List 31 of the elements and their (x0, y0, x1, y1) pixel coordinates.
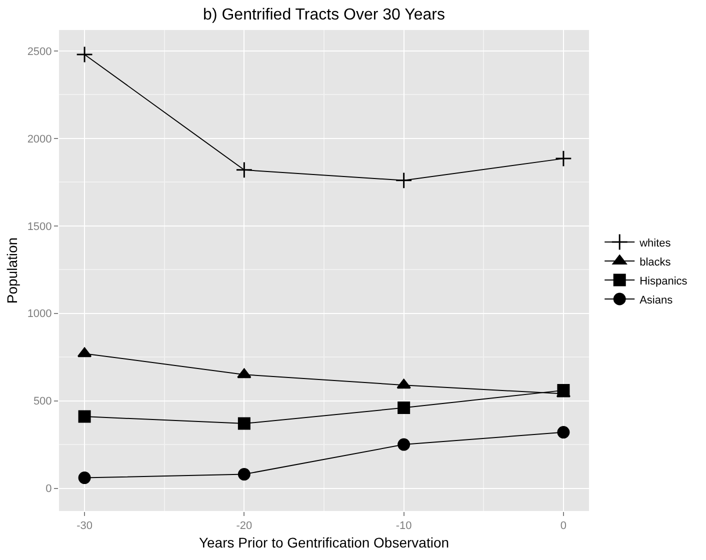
point (555, 150, 572, 168)
point (398, 438, 410, 451)
x-tick-label: -10 (396, 520, 412, 532)
point (396, 378, 411, 389)
point (238, 468, 250, 481)
point (395, 172, 412, 189)
x-tick-label: -20 (236, 520, 252, 532)
y-tick-label: 2000 (27, 133, 52, 146)
x-axis-title: Years Prior to Gentrification Observation (198, 534, 450, 550)
point (77, 347, 92, 358)
point (557, 426, 570, 439)
x-tick-label: -30 (76, 520, 92, 532)
point (398, 402, 410, 414)
legend-label: Hispanics (640, 275, 688, 288)
y-tick-label: 1000 (27, 308, 52, 320)
point (238, 417, 250, 430)
point (78, 472, 91, 484)
y-tick-label: 500 (33, 396, 52, 408)
legend-label: Asians (640, 294, 674, 306)
point (78, 410, 91, 423)
legend-label: whites (638, 237, 672, 250)
legend-label: blacks (640, 256, 672, 268)
point (76, 46, 93, 63)
chart-title: b) Gentrified Tracts Over 30 Years (203, 6, 445, 24)
y-tick-label: 0 (46, 483, 52, 496)
x-tick-label: 0 (560, 520, 567, 532)
y-axis-title: Population (4, 237, 20, 304)
y-tick-label: 2500 (27, 46, 52, 58)
y-tick-label: 1500 (27, 220, 52, 233)
point (236, 161, 253, 178)
point (237, 368, 252, 378)
